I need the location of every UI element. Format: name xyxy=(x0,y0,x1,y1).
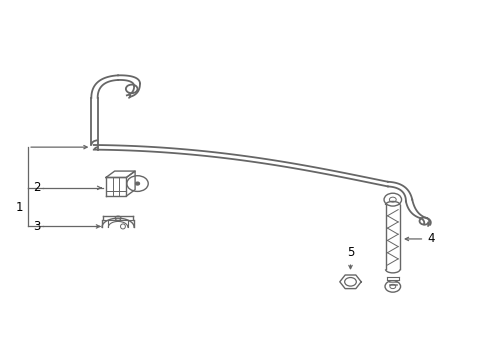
Text: 5: 5 xyxy=(346,246,353,258)
Text: 1: 1 xyxy=(16,201,23,213)
Text: 2: 2 xyxy=(33,181,41,194)
Circle shape xyxy=(135,182,139,185)
Text: 3: 3 xyxy=(33,220,41,233)
Text: 4: 4 xyxy=(427,233,434,246)
Polygon shape xyxy=(339,275,361,289)
